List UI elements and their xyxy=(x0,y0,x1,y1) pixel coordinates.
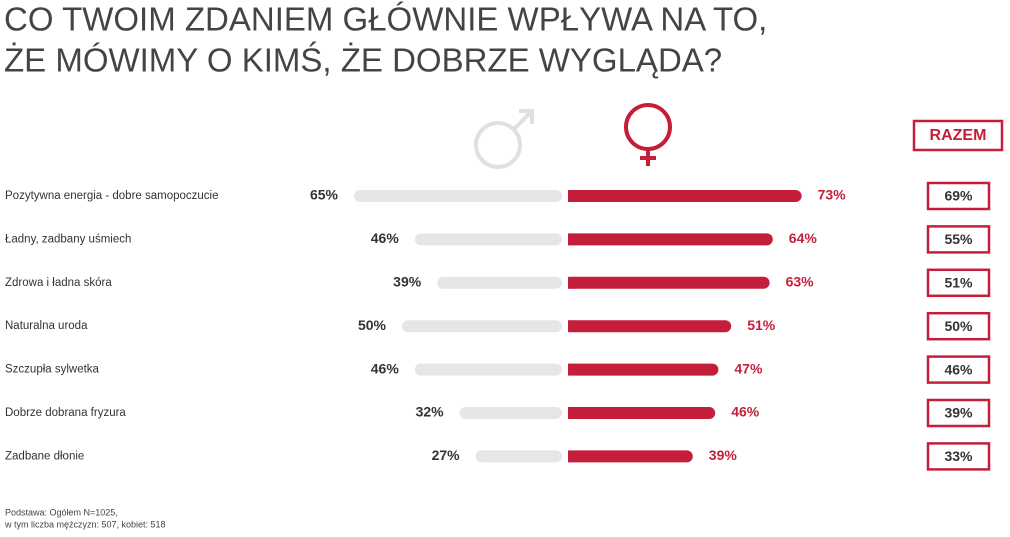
value-label: 64% xyxy=(789,230,818,246)
bar-female xyxy=(568,450,693,463)
bar-female-flat xyxy=(568,233,574,246)
category-label: Dobrze dobrana fryzura xyxy=(5,407,126,419)
bar-female-flat xyxy=(568,363,574,376)
value-label: 32% xyxy=(416,404,445,420)
bar-male xyxy=(459,407,562,419)
value-label: 51% xyxy=(747,317,776,333)
value-label: 63% xyxy=(786,274,815,290)
footnote: Podstawa: Ogółem N=1025, xyxy=(5,507,118,517)
value-label: 46% xyxy=(371,230,400,246)
bar-female xyxy=(568,276,770,289)
male-icon xyxy=(474,109,534,169)
value-label: 73% xyxy=(818,187,847,203)
totals-header-box xyxy=(912,119,1004,152)
bar-female xyxy=(568,320,732,333)
bar-female xyxy=(568,233,773,246)
total-box xyxy=(926,225,991,254)
value-label: 39% xyxy=(393,274,422,290)
female-icon xyxy=(624,103,672,166)
bar-male xyxy=(414,363,562,376)
total-box xyxy=(926,398,991,428)
bar-female xyxy=(568,190,802,202)
total-box xyxy=(926,311,991,341)
bar-female-flat xyxy=(568,190,574,202)
value-label: 47% xyxy=(734,360,763,376)
bar-female-flat xyxy=(568,276,574,289)
value-label: 50% xyxy=(358,317,387,333)
chart-title: ŻE MÓWIMY O KIMŚ, ŻE DOBRZE WYGLĄDA? xyxy=(4,41,722,79)
footnote: w tym liczba mężczyzn: 507, kobiet: 518 xyxy=(4,519,166,529)
totals-header: RAZEM xyxy=(930,127,987,144)
bar-female-flat xyxy=(568,450,574,463)
value-label: 46% xyxy=(731,404,760,420)
bar-female-flat xyxy=(568,407,574,419)
category-label: Naturalna uroda xyxy=(5,320,88,332)
total-box xyxy=(926,268,991,298)
bar-male xyxy=(437,276,562,289)
bar-male xyxy=(354,190,562,202)
total-label: 50% xyxy=(944,318,973,334)
value-label: 65% xyxy=(310,187,339,203)
total-box xyxy=(926,181,991,211)
total-label: 46% xyxy=(944,361,973,377)
value-label: 46% xyxy=(371,360,400,376)
bar-female-flat xyxy=(568,320,574,333)
bar-female xyxy=(568,363,719,376)
bar-male xyxy=(475,450,562,463)
total-box xyxy=(926,442,991,471)
value-label: 39% xyxy=(709,447,738,463)
total-label: 39% xyxy=(944,405,973,421)
total-label: 33% xyxy=(944,448,973,464)
total-label: 69% xyxy=(944,188,973,204)
category-label: Ładny, zadbany uśmiech xyxy=(5,233,131,245)
category-label: Pozytywna energia - dobre samopoczucie xyxy=(5,190,219,202)
bar-male xyxy=(402,320,562,333)
category-label: Zdrowa i ładna skóra xyxy=(5,277,112,289)
category-label: Zadbane dłonie xyxy=(5,450,84,462)
chart-title: CO TWOIM ZDANIEM GŁÓWNIE WPŁYWA NA TO, xyxy=(4,1,767,38)
value-label: 27% xyxy=(432,447,461,463)
bar-male xyxy=(414,233,562,246)
category-label: Szczupła sylwetka xyxy=(5,364,100,376)
total-label: 55% xyxy=(944,231,973,247)
total-label: 51% xyxy=(944,275,973,291)
total-box xyxy=(926,355,991,384)
bar-female xyxy=(568,407,716,419)
